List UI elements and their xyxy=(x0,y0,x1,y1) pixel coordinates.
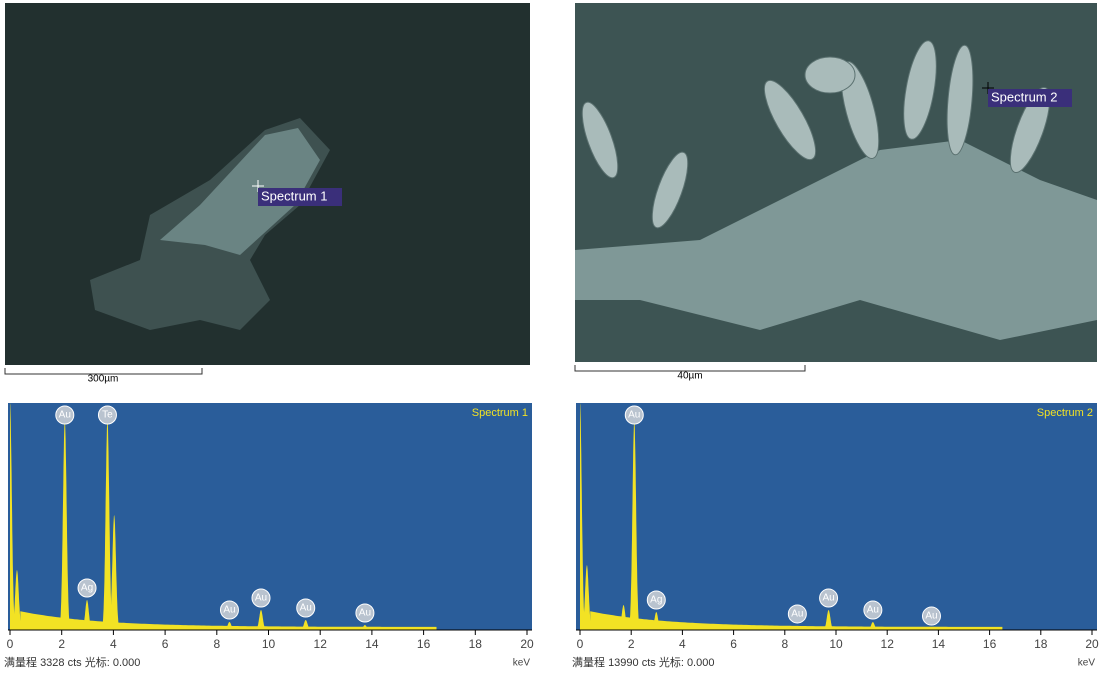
x-tick-label: 0 xyxy=(7,637,14,651)
x-tick-label: 6 xyxy=(162,637,169,651)
peak-label: Ag xyxy=(650,595,662,606)
marker-label: Spectrum 1 xyxy=(261,188,327,203)
x-tick-label: 18 xyxy=(1034,637,1048,651)
peak-label: Te xyxy=(102,410,113,421)
figure: Spectrum 1 300µm Spectrum 2 40µm Au Ag Te A… xyxy=(0,0,1105,676)
footer: 满量程 13990 cts 光标: 0.000 xyxy=(572,655,714,669)
peak-label: Ag xyxy=(81,583,93,594)
unit: keV xyxy=(1078,658,1096,669)
peak-label: Au xyxy=(791,609,803,620)
x-tick-label: 0 xyxy=(577,637,584,651)
x-tick-label: 20 xyxy=(520,637,534,651)
footer-part: 满量程 xyxy=(4,656,37,669)
peak-label: Au xyxy=(223,605,235,616)
peak-label: Au xyxy=(867,605,879,616)
x-tick-label: 10 xyxy=(262,637,276,651)
x-tick-label: 2 xyxy=(628,637,635,651)
x-tick-label: 12 xyxy=(881,637,895,651)
x-tick-label: 16 xyxy=(417,637,431,651)
peak-label: Au xyxy=(359,608,371,619)
peak-label: Au xyxy=(255,593,267,604)
spectrum-title: Spectrum 1 xyxy=(472,407,528,419)
scale-label: 40µm xyxy=(677,371,702,382)
x-tick-label: 4 xyxy=(679,637,686,651)
marker-label: Spectrum 2 xyxy=(991,89,1057,104)
x-tick-label: 10 xyxy=(829,637,843,651)
footer-part: cts 光标: 0.000 xyxy=(642,655,715,669)
peak-label: Au xyxy=(59,410,71,421)
peak-label: Au xyxy=(822,593,834,604)
spectrum-title: Spectrum 2 xyxy=(1037,407,1093,419)
footer-part: cts 光标: 0.000 xyxy=(68,655,141,669)
x-tick-label: 20 xyxy=(1085,637,1099,651)
peak-label: Au xyxy=(300,603,312,614)
x-tick-label: 18 xyxy=(469,637,483,651)
x-tick-label: 8 xyxy=(781,637,788,651)
footer-part: 满量程 xyxy=(572,656,605,669)
footer-part: 13990 xyxy=(608,657,639,669)
x-tick-label: 12 xyxy=(314,637,328,651)
x-tick-label: 14 xyxy=(932,637,946,651)
x-tick-label: 16 xyxy=(983,637,997,651)
footer-part: 3328 xyxy=(40,657,64,669)
x-tick-label: 4 xyxy=(110,637,117,651)
peak-label: Au xyxy=(628,410,640,421)
footer: 满量程 3328 cts 光标: 0.000 xyxy=(4,655,140,669)
x-tick-label: 8 xyxy=(213,637,220,651)
x-tick-label: 6 xyxy=(730,637,737,651)
unit: keV xyxy=(513,658,531,669)
x-tick-label: 14 xyxy=(365,637,379,651)
scale-label: 300µm xyxy=(88,374,119,385)
x-tick-label: 2 xyxy=(58,637,65,651)
peak-label: Au xyxy=(925,611,937,622)
